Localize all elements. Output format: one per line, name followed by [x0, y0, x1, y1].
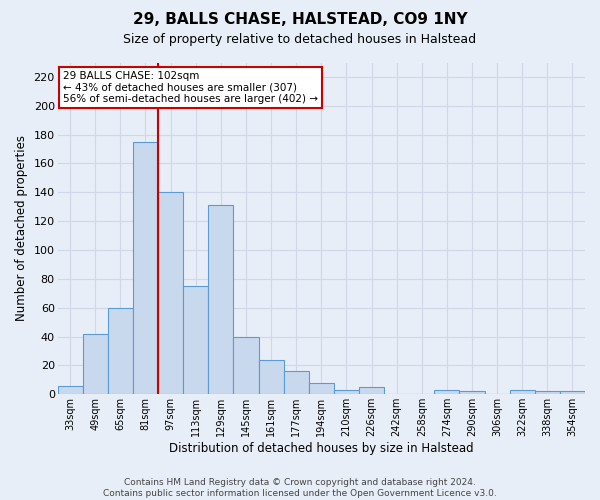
Y-axis label: Number of detached properties: Number of detached properties: [15, 136, 28, 322]
Bar: [58, 386, 83, 394]
Bar: [83, 334, 108, 394]
Bar: [334, 390, 359, 394]
Bar: [460, 392, 485, 394]
Bar: [183, 286, 208, 395]
Bar: [560, 392, 585, 394]
Bar: [309, 383, 334, 394]
Bar: [359, 387, 384, 394]
Bar: [434, 390, 460, 394]
Text: 29 BALLS CHASE: 102sqm
← 43% of detached houses are smaller (307)
56% of semi-de: 29 BALLS CHASE: 102sqm ← 43% of detached…: [63, 71, 318, 104]
Text: Size of property relative to detached houses in Halstead: Size of property relative to detached ho…: [124, 32, 476, 46]
Bar: [535, 392, 560, 394]
Text: 29, BALLS CHASE, HALSTEAD, CO9 1NY: 29, BALLS CHASE, HALSTEAD, CO9 1NY: [133, 12, 467, 28]
Bar: [259, 360, 284, 394]
X-axis label: Distribution of detached houses by size in Halstead: Distribution of detached houses by size …: [169, 442, 473, 455]
Bar: [208, 206, 233, 394]
Text: Contains HM Land Registry data © Crown copyright and database right 2024.
Contai: Contains HM Land Registry data © Crown c…: [103, 478, 497, 498]
Bar: [509, 390, 535, 394]
Bar: [133, 142, 158, 395]
Bar: [108, 308, 133, 394]
Bar: [284, 371, 309, 394]
Bar: [233, 336, 259, 394]
Bar: [158, 192, 183, 394]
